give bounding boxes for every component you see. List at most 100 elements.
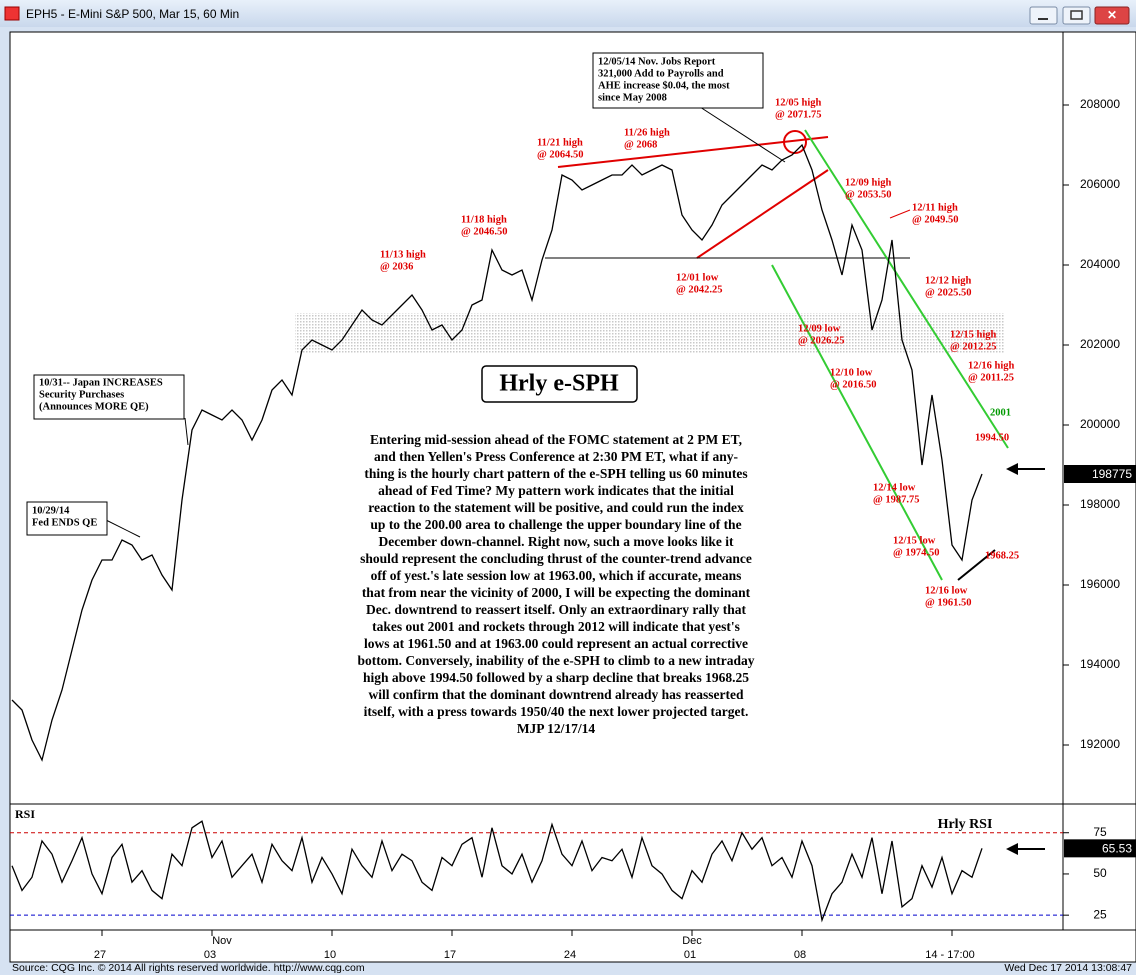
x-tick-label: 10 <box>324 949 336 961</box>
arrows <box>1006 463 1045 855</box>
annotation: 321,000 Add to Payrolls and <box>598 68 724 79</box>
title-bar <box>0 0 1136 27</box>
annotation: 12/09 high <box>845 177 892 188</box>
commentary-line: will confirm that the dominant downtrend… <box>368 687 743 702</box>
commentary-line: reaction to the statement will be positi… <box>368 500 744 515</box>
annotation: @ 2049.50 <box>912 214 959 225</box>
x-tick-label: 27 <box>94 949 106 961</box>
x-tick-label: 14 - 17:00 <box>925 949 975 961</box>
annotation: @ 2026.25 <box>798 335 845 346</box>
commentary-line: and then Yellen's Press Conference at 2:… <box>374 449 738 464</box>
commentary-line: takes out 2001 and rockets through 2012 … <box>372 619 740 634</box>
commentary-line: itself, with a press towards 1950/40 the… <box>364 704 749 719</box>
annotation: since May 2008 <box>598 92 667 103</box>
annotation: 2001 <box>990 407 1011 418</box>
annotation-box <box>26 501 108 536</box>
annotation: 12/05 high <box>775 97 822 108</box>
annotation: @ 1961.50 <box>925 597 972 608</box>
commentary-line: should represent the concluding thrust o… <box>360 551 752 566</box>
commentary-line: lows at 1961.50 and at 1963.00 could rep… <box>364 636 748 651</box>
annotation: 11/13 high <box>380 249 426 260</box>
y-tick-label: 200000 <box>1080 417 1120 431</box>
pointer-line <box>184 417 189 446</box>
icon: ✕ <box>1107 8 1117 22</box>
trend-line <box>957 549 996 581</box>
panel-label: RSI <box>15 807 35 821</box>
y-tick-label: 196000 <box>1080 577 1120 591</box>
panel-title: Hrly RSI <box>938 817 993 832</box>
y-tick-label: 208000 <box>1080 97 1120 111</box>
window-controls[interactable]: ✕ <box>1029 6 1130 25</box>
pointer-line <box>889 209 911 219</box>
annotation: @ 1974.50 <box>893 547 940 558</box>
y-tick-label: 25 <box>1093 907 1107 921</box>
commentary-line: off of yest.'s late session low at 1963.… <box>371 568 742 583</box>
x-tick-label: 17 <box>444 949 456 961</box>
last-value-box <box>1064 839 1136 858</box>
commentary-line: MJP 12/17/14 <box>517 721 596 736</box>
close-button[interactable] <box>1094 6 1130 25</box>
price-line <box>11 143 983 762</box>
trend-line <box>696 169 829 259</box>
y-tick-label: 198000 <box>1080 497 1120 511</box>
month-label: Nov <box>212 935 232 947</box>
pointer-line <box>105 519 141 538</box>
annotation: @ 2068 <box>624 139 657 150</box>
arrow-head <box>1006 463 1018 475</box>
y-tick-label: 202000 <box>1080 337 1120 351</box>
y-tick-label: 50 <box>1093 866 1107 880</box>
annotation: @ 2011.25 <box>968 372 1014 383</box>
channel-line <box>771 264 943 581</box>
commentary-line: Dec. downtrend to reassert itself. Only … <box>366 602 747 617</box>
pointer-line <box>699 106 786 163</box>
annotation-box <box>33 374 185 420</box>
commentary-line: Entering mid-session ahead of the FOMC s… <box>370 432 742 447</box>
window-title: EPH5 - E-Mini S&P 500, Mar 15, 60 Min <box>26 7 239 21</box>
annotation: Security Purchases <box>39 389 124 400</box>
channel-line <box>804 129 1009 449</box>
annotation: @ 2025.50 <box>925 287 972 298</box>
chart-title: Hrly e-SPH <box>499 371 619 397</box>
arrow-head <box>1006 843 1018 855</box>
annotation: (Announces MORE QE) <box>39 401 149 412</box>
annotation: @ 2064.50 <box>537 149 584 160</box>
footer-source: Source: CQG Inc. © 2014 All rights reser… <box>12 962 365 974</box>
commentary-line: up to the 200.00 area to challenge the u… <box>370 517 741 532</box>
annotation: @ 2046.50 <box>461 226 508 237</box>
x-tick-label: 03 <box>204 949 216 961</box>
minimize-button[interactable] <box>1029 6 1058 25</box>
app-icon <box>4 6 20 21</box>
commentary-line: thing is the hourly chart pattern of the… <box>364 466 747 481</box>
annotation: @ 2012.25 <box>950 341 997 352</box>
commentary-line: ahead of Fed Time? My pattern work indic… <box>378 483 734 498</box>
month-label: Dec <box>682 935 702 947</box>
trend-lines <box>105 106 1009 581</box>
annotation: 12/10 low <box>830 367 873 378</box>
annotation: 12/05/14 Nov. Jobs Report <box>598 56 716 67</box>
commentary-line: high above 1994.50 followed by a sharp d… <box>363 670 749 685</box>
y-tick-label: 194000 <box>1080 657 1120 671</box>
y-tick-label: 192000 <box>1080 737 1120 751</box>
annotation: 11/21 high <box>537 137 583 148</box>
maximize-button[interactable] <box>1062 6 1091 25</box>
annotation: 11/26 high <box>624 127 670 138</box>
annotation: 1994.50 <box>975 432 1009 443</box>
annotation: 12/09 low <box>798 323 841 334</box>
annotation: 12/12 high <box>925 275 972 286</box>
chart-badge <box>481 365 638 403</box>
annotation: 10/31-- Japan INCREASES <box>39 377 163 388</box>
x-tick-label: 01 <box>684 949 696 961</box>
highlight-circle <box>783 130 807 154</box>
commentary-line: bottom. Conversely, inability of the e-S… <box>357 653 754 668</box>
annotation: AHE increase $0.04, the most <box>598 80 730 91</box>
annotation: @ 2053.50 <box>845 189 892 200</box>
annotation: @ 1987.75 <box>873 494 920 505</box>
annotation: 12/01 low <box>676 272 719 283</box>
x-tick-label: 24 <box>564 949 576 961</box>
chart-area <box>9 31 1136 963</box>
annotation-box <box>592 52 764 109</box>
annotation: @ 2071.75 <box>775 109 822 120</box>
annotation: 1968.25 <box>985 550 1019 561</box>
